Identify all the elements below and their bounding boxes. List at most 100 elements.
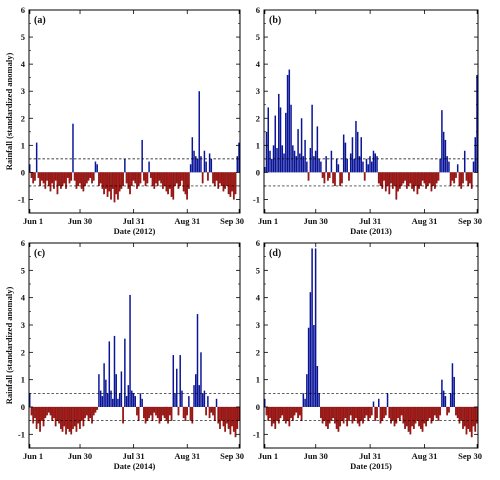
rainfall-bar xyxy=(144,406,147,424)
rainfall-bar xyxy=(328,406,331,424)
rainfall-bar xyxy=(328,172,331,178)
rainfall-bar xyxy=(46,406,48,416)
rainfall-bar xyxy=(110,390,112,407)
rainfall-bar xyxy=(30,406,33,416)
rainfall-bar xyxy=(327,172,329,181)
rainfall-bar xyxy=(137,172,140,187)
rainfall-bar xyxy=(369,406,371,419)
rainfall-bar xyxy=(61,406,64,432)
rainfall-bar xyxy=(222,172,225,192)
rainfall-bar xyxy=(269,150,271,173)
rainfall-bar xyxy=(106,172,109,197)
rainfall-bar xyxy=(435,172,438,184)
rainfall-bar xyxy=(291,406,294,421)
rainfall-bar xyxy=(307,327,310,407)
rainfall-bar xyxy=(467,406,470,429)
rainfall-bar xyxy=(112,398,114,407)
rainfall-bar xyxy=(379,406,382,424)
rainfall-bar xyxy=(339,172,342,187)
y-tick-label: 6 xyxy=(21,5,25,15)
rainfall-bar xyxy=(177,406,180,416)
rainfall-bar xyxy=(320,161,322,173)
rainfall-bar xyxy=(49,172,52,192)
rainfall-bar xyxy=(96,406,99,410)
rainfall-bar xyxy=(472,161,475,173)
x-tick-label: Jun 1 xyxy=(23,216,43,226)
y-tick-label: 0 xyxy=(21,167,25,177)
rainfall-bar xyxy=(66,172,69,178)
rainfall-bar xyxy=(175,172,178,184)
rainfall-bar xyxy=(184,172,187,195)
rainfall-bar xyxy=(351,137,354,173)
rainfall-bar xyxy=(155,406,157,416)
y-tick-label: 5 xyxy=(21,265,25,275)
rainfall-bar xyxy=(115,374,117,407)
rainfall-bar xyxy=(182,406,185,419)
rainfall-bar xyxy=(430,172,433,192)
rainfall-bar xyxy=(203,390,206,407)
rainfall-bar xyxy=(229,406,232,435)
rainfall-bar xyxy=(127,385,130,407)
rainfall-bar xyxy=(238,142,240,173)
rainfall-bar xyxy=(51,406,54,421)
rainfall-bar xyxy=(453,172,456,184)
rainfall-bar xyxy=(279,406,282,419)
rainfall-bar xyxy=(363,406,366,419)
rainfall-bar xyxy=(342,406,345,424)
rainfall-bar xyxy=(348,172,350,181)
x-tick-label: Aug 31 xyxy=(412,216,438,226)
rainfall-bar xyxy=(390,172,392,184)
rainfall-bar xyxy=(101,396,104,407)
rainfall-bar xyxy=(222,406,225,427)
rainfall-bar xyxy=(325,156,327,173)
rainfall-bar xyxy=(295,156,298,173)
rainfall-bar xyxy=(425,172,428,189)
rainfall-bar xyxy=(318,393,320,407)
rainfall-bar xyxy=(435,406,438,419)
rainfall-bar xyxy=(143,406,145,419)
rainfall-bar xyxy=(323,406,326,421)
rainfall-bar xyxy=(370,406,373,416)
y-tick-label: -1 xyxy=(18,429,25,439)
rainfall-bar xyxy=(165,406,168,421)
rainfall-bar xyxy=(327,406,329,429)
rainfall-bar xyxy=(391,406,394,421)
rainfall-bar xyxy=(351,406,354,424)
y-tick-label: 5 xyxy=(256,32,260,42)
rainfall-bar xyxy=(115,172,118,195)
rainfall-bar xyxy=(149,406,152,416)
rainfall-bar xyxy=(278,93,280,173)
rainfall-bar xyxy=(376,156,378,173)
plot-frame xyxy=(263,9,479,214)
rainfall-bar xyxy=(421,172,424,181)
rainfall-bar xyxy=(184,406,187,421)
rainfall-bar xyxy=(279,107,282,173)
rainfall-bar xyxy=(458,172,461,187)
rainfall-bar xyxy=(391,172,394,189)
rainfall-bar xyxy=(56,172,59,195)
rainfall-bar xyxy=(371,161,373,173)
rainfall-bar xyxy=(293,406,296,416)
rainfall-bar xyxy=(224,172,227,189)
rainfall-bar xyxy=(381,406,384,421)
rainfall-bar xyxy=(270,406,273,427)
rainfall-bar xyxy=(335,406,338,429)
rainfall-bar xyxy=(134,172,137,184)
rainfall-bar xyxy=(163,406,166,419)
x-tick-label: Jun 30 xyxy=(68,216,92,226)
rainfall-bar xyxy=(304,398,306,407)
rainfall-bar xyxy=(117,172,119,200)
rainfall-bar xyxy=(144,172,147,187)
rainfall-bar xyxy=(170,406,173,421)
x-axis-label: Date (2012) xyxy=(114,226,156,236)
y-tick-label: 0 xyxy=(256,402,260,412)
rainfall-bar xyxy=(143,172,145,181)
rainfall-bar xyxy=(217,406,220,424)
rainfall-bar xyxy=(348,406,350,421)
x-tick-label: Jun 1 xyxy=(258,451,278,461)
x-tick-label: Jun 1 xyxy=(23,451,43,461)
rainfall-bar xyxy=(47,172,50,187)
rainfall-bar xyxy=(191,137,194,173)
rainfall-bar xyxy=(281,406,284,416)
rainfall-bar xyxy=(148,161,150,173)
